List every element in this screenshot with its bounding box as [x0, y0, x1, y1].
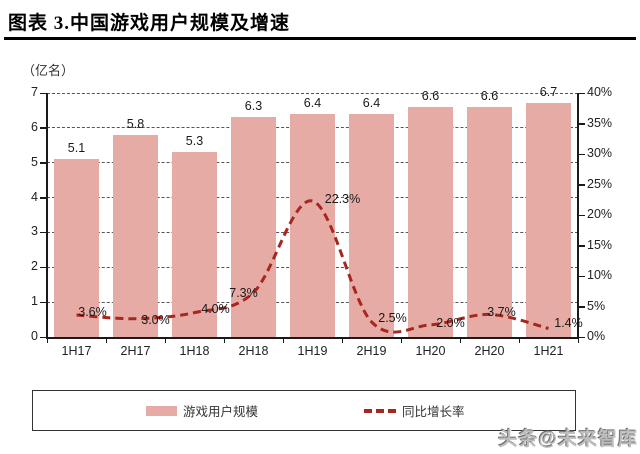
right-axis-tick-label: 0%: [587, 329, 606, 343]
x-axis-tick: [400, 337, 402, 343]
bar-value-label: 6.6: [421, 88, 440, 103]
right-axis-tick-label: 40%: [587, 85, 613, 99]
right-axis-tick-label: 20%: [587, 207, 613, 221]
x-axis-tick: [518, 337, 520, 343]
right-axis-tick-label: 5%: [587, 298, 606, 313]
left-axis-tick: [40, 162, 47, 164]
bar: [113, 134, 158, 337]
right-axis-tick-label: 25%: [587, 176, 613, 191]
bar: [526, 103, 571, 337]
right-axis-tick: [578, 275, 585, 277]
right-axis-tick: [578, 92, 585, 94]
bar-value-label: 6.7: [539, 85, 558, 100]
bar-value-label: 6.6: [480, 88, 499, 103]
growth-point-label: 2.0%: [436, 315, 465, 330]
right-axis-tick: [578, 214, 585, 216]
bar-value-label: 6.4: [362, 95, 381, 110]
right-axis-tick: [578, 123, 585, 125]
growth-point-label: 3.0%: [141, 312, 170, 327]
left-axis-tick-label: 0: [31, 329, 38, 343]
left-axis-tick-label: 7: [31, 85, 38, 99]
left-axis-tick: [40, 92, 47, 94]
right-axis-tick: [578, 306, 585, 308]
left-axis-tick: [40, 336, 47, 338]
bar: [408, 106, 453, 337]
bar-value-label: 5.1: [67, 141, 86, 156]
growth-point-label: 4.0%: [201, 301, 230, 316]
bar-value-label: 5.8: [126, 116, 145, 131]
gridline: [47, 92, 578, 94]
bar: [349, 113, 394, 337]
right-axis-tick-label: 15%: [587, 237, 613, 252]
x-axis-category-label: 1H19: [297, 344, 328, 358]
left-axis-tick-label: 2: [31, 259, 38, 274]
bar-value-label: 6.3: [244, 99, 263, 114]
left-axis-tick: [40, 231, 47, 234]
right-axis-tick-label: 30%: [587, 146, 613, 160]
growth-point-label: 22.3%: [324, 191, 361, 206]
left-axis-unit-label: （亿名）: [22, 63, 75, 78]
left-axis-tick: [40, 197, 47, 199]
x-axis-tick: [459, 337, 461, 343]
x-axis-category-label: 1H20: [415, 344, 446, 358]
bar: [467, 106, 512, 337]
growth-point-label: 7.3%: [229, 286, 258, 301]
legend-box: 游戏用户规模 同比增长率: [32, 390, 576, 431]
right-axis-tick: [578, 245, 585, 247]
left-axis-tick-label: 4: [31, 189, 38, 204]
bar: [290, 113, 335, 337]
x-axis-category-label: 2H19: [356, 344, 387, 358]
left-axis-tick: [40, 301, 47, 304]
bar-value-label: 5.3: [185, 134, 204, 149]
right-axis-tick: [578, 153, 585, 155]
growth-point-label: 1.4%: [554, 316, 583, 331]
right-axis-tick: [578, 184, 585, 186]
x-axis-category-label: 2H18: [238, 344, 269, 358]
x-axis-category-label: 2H20: [474, 344, 505, 358]
left-axis-tick-label: 1: [31, 294, 38, 309]
legend-label-line: 同比增长率: [402, 405, 465, 419]
left-axis-line: [46, 93, 48, 338]
left-axis-tick-label: 6: [31, 119, 38, 134]
left-axis-tick: [40, 266, 47, 269]
legend-item-line: 同比增长率: [364, 391, 465, 430]
title-divider: [4, 37, 636, 40]
x-axis-tick: [223, 337, 225, 343]
watermark: 头条@未来智库: [498, 429, 638, 450]
x-axis-category-label: 2H17: [120, 344, 151, 358]
right-axis-tick-label: 10%: [587, 268, 613, 282]
x-axis-category-label: 1H21: [533, 344, 564, 358]
left-axis-tick-label: 5: [31, 154, 38, 169]
right-axis-tick-label: 35%: [587, 115, 613, 130]
x-axis-category-label: 1H17: [61, 344, 92, 358]
x-axis-tick: [341, 337, 343, 343]
x-axis-tick: [105, 337, 107, 343]
growth-point-label: 3.6%: [78, 305, 107, 320]
x-axis-category-label: 1H18: [179, 344, 210, 358]
right-axis-tick: [578, 336, 585, 338]
left-axis-tick: [40, 127, 47, 129]
legend-label-bar: 游戏用户规模: [183, 405, 259, 419]
chart-title: 图表 3.中国游戏用户规模及增速: [8, 13, 291, 34]
growth-point-label: 2.5%: [378, 310, 407, 325]
x-axis-tick: [46, 337, 48, 343]
growth-point-label: 3.7%: [487, 305, 516, 320]
left-axis-tick-label: 3: [31, 224, 38, 239]
bar-series-swatch-icon: [146, 405, 177, 416]
bar-value-label: 6.4: [303, 95, 322, 110]
x-axis-tick: [164, 337, 166, 343]
x-axis-tick: [577, 337, 579, 343]
bottom-axis-line: [46, 336, 579, 339]
x-axis-tick: [282, 337, 284, 343]
line-series-swatch-icon: [364, 408, 396, 413]
legend-item-bar: 游戏用户规模: [146, 391, 258, 430]
